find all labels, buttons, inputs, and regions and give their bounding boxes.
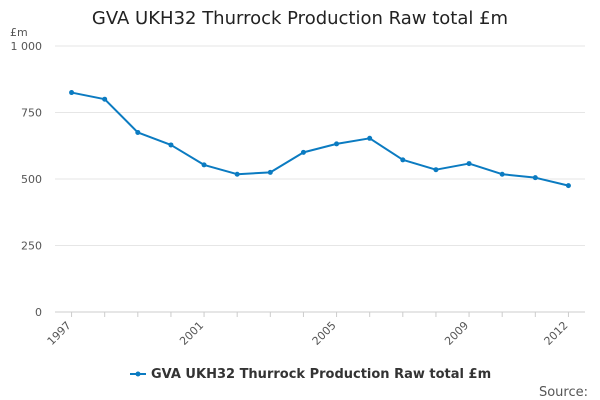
x-tick-label: 2001 [177,319,206,348]
y-tick-label: 1 000 [11,40,43,53]
data-point[interactable] [499,171,505,177]
data-point[interactable] [367,135,373,141]
data-point[interactable] [334,141,340,147]
data-point[interactable] [168,142,174,148]
x-tick-label: 2009 [442,319,471,348]
data-point[interactable] [102,96,108,102]
y-tick-label: 0 [35,306,42,319]
data-point[interactable] [565,183,571,189]
legend-label: GVA UKH32 Thurrock Production Raw total … [151,367,491,382]
chart-title: GVA UKH32 Thurrock Production Raw total … [92,8,508,29]
data-point[interactable] [300,149,306,155]
data-point[interactable] [201,162,207,168]
data-point[interactable] [466,161,472,167]
y-tick-label: 500 [21,173,42,186]
y-tick-label: 750 [21,107,42,120]
y-tick-label: 250 [21,240,42,253]
axes: 0 250 500 750 1 000 1997 2001 2005 2009 2012 [11,40,571,348]
x-tick-label: 2005 [310,319,339,348]
data-point[interactable] [69,90,75,96]
x-tick-label: 2012 [542,319,571,348]
y-axis-unit: £m [10,26,28,39]
series-layer [69,90,571,189]
data-point[interactable] [234,171,240,177]
legend[interactable]: GVA UKH32 Thurrock Production Raw total … [130,367,491,382]
data-point[interactable] [433,167,439,173]
data-point[interactable] [400,157,406,163]
legend-marker-swatch [135,371,141,377]
x-tick-label: 1997 [45,319,74,348]
data-point[interactable] [532,175,538,181]
series-line [71,91,569,187]
source-label: Source: [539,385,588,400]
gridlines [55,45,585,313]
data-point[interactable] [135,129,141,135]
data-point[interactable] [267,169,273,175]
